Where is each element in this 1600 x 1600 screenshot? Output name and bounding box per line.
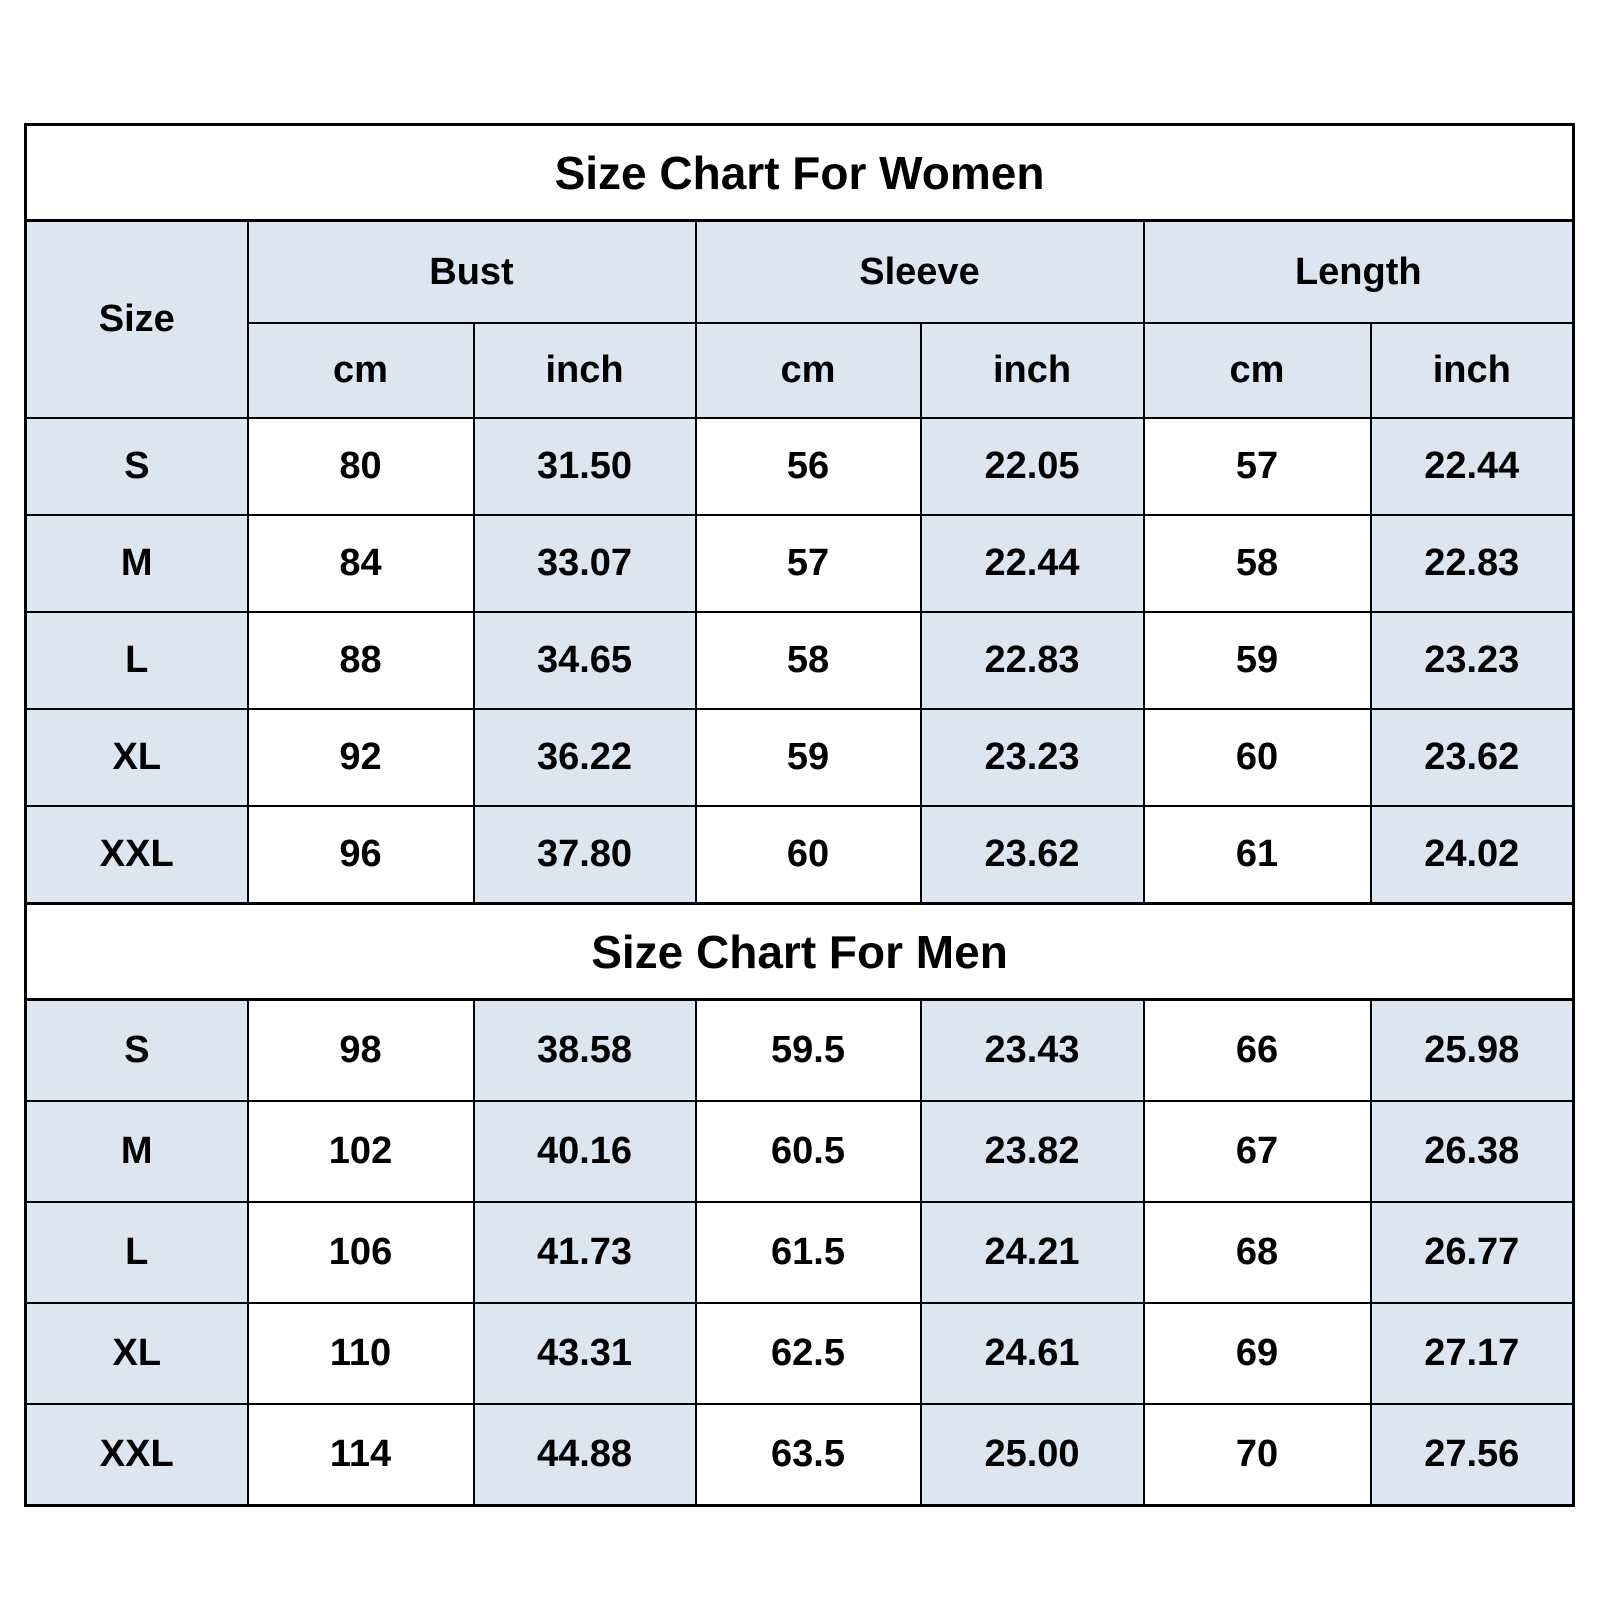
value-cell: 25.00 bbox=[919, 1403, 1145, 1507]
value-cell: 106 bbox=[246, 1201, 475, 1304]
men-data-row: M 102 40.16 60.5 23.82 67 26.38 bbox=[24, 1100, 1575, 1203]
women-data-row: XL 92 36.22 59 23.23 60 23.62 bbox=[24, 708, 1575, 807]
unit-header: inch bbox=[472, 322, 697, 419]
value-cell: 66 bbox=[1142, 998, 1372, 1102]
value-cell: 27.17 bbox=[1369, 1302, 1575, 1405]
value-cell: 37.80 bbox=[472, 805, 697, 905]
measure-group-header: Sleeve bbox=[694, 219, 1145, 324]
value-cell: 92 bbox=[246, 708, 475, 807]
size-column-header: Size bbox=[24, 219, 249, 419]
value-cell: 57 bbox=[694, 514, 922, 613]
value-cell: 58 bbox=[694, 611, 922, 710]
size-cell: XL bbox=[24, 1302, 249, 1405]
value-cell: 70 bbox=[1142, 1403, 1372, 1507]
value-cell: 80 bbox=[246, 417, 475, 516]
women-title-row: Size Chart For Women bbox=[24, 123, 1575, 222]
size-cell: XXL bbox=[24, 805, 249, 905]
value-cell: 22.05 bbox=[919, 417, 1145, 516]
value-cell: 63.5 bbox=[694, 1403, 922, 1507]
value-cell: 22.83 bbox=[919, 611, 1145, 710]
unit-header: cm bbox=[1142, 322, 1372, 419]
value-cell: 67 bbox=[1142, 1100, 1372, 1203]
measure-group-header: Bust bbox=[246, 219, 697, 324]
value-cell: 23.62 bbox=[1369, 708, 1575, 807]
value-cell: 40.16 bbox=[472, 1100, 697, 1203]
value-cell: 34.65 bbox=[472, 611, 697, 710]
value-cell: 60 bbox=[694, 805, 922, 905]
men-chart-title: Size Chart For Men bbox=[24, 902, 1575, 1001]
unit-header: inch bbox=[919, 322, 1145, 419]
value-cell: 110 bbox=[246, 1302, 475, 1405]
value-cell: 23.82 bbox=[919, 1100, 1145, 1203]
value-cell: 60 bbox=[1142, 708, 1372, 807]
value-cell: 58 bbox=[1142, 514, 1372, 613]
group-header-row: Size Bust Sleeve Length bbox=[24, 219, 1575, 419]
value-cell: 56 bbox=[694, 417, 922, 516]
size-cell: M bbox=[24, 1100, 249, 1203]
value-cell: 68 bbox=[1142, 1201, 1372, 1304]
value-cell: 26.38 bbox=[1369, 1100, 1575, 1203]
men-data-row: S 98 38.58 59.5 23.43 66 25.98 bbox=[24, 998, 1575, 1102]
unit-header: inch bbox=[1369, 322, 1575, 419]
size-cell: L bbox=[24, 1201, 249, 1304]
value-cell: 57 bbox=[1142, 417, 1372, 516]
value-cell: 22.44 bbox=[1369, 417, 1575, 516]
value-cell: 84 bbox=[246, 514, 475, 613]
size-cell: L bbox=[24, 611, 249, 710]
value-cell: 61 bbox=[1142, 805, 1372, 905]
value-cell: 27.56 bbox=[1369, 1403, 1575, 1507]
value-cell: 69 bbox=[1142, 1302, 1372, 1405]
value-cell: 24.21 bbox=[919, 1201, 1145, 1304]
women-data-row: L 88 34.65 58 22.83 59 23.23 bbox=[24, 611, 1575, 710]
value-cell: 59.5 bbox=[694, 998, 922, 1102]
value-cell: 23.23 bbox=[1369, 611, 1575, 710]
value-cell: 88 bbox=[246, 611, 475, 710]
value-cell: 23.23 bbox=[919, 708, 1145, 807]
men-data-row: L 106 41.73 61.5 24.21 68 26.77 bbox=[24, 1201, 1575, 1304]
value-cell: 23.43 bbox=[919, 998, 1145, 1102]
value-cell: 41.73 bbox=[472, 1201, 697, 1304]
women-data-row: S 80 31.50 56 22.05 57 22.44 bbox=[24, 417, 1575, 516]
size-cell: XXL bbox=[24, 1403, 249, 1507]
value-cell: 44.88 bbox=[472, 1403, 697, 1507]
women-data-row: M 84 33.07 57 22.44 58 22.83 bbox=[24, 514, 1575, 613]
men-data-row: XL 110 43.31 62.5 24.61 69 27.17 bbox=[24, 1302, 1575, 1405]
measure-group-header: Length bbox=[1142, 219, 1575, 324]
value-cell: 25.98 bbox=[1369, 998, 1575, 1102]
size-cell: S bbox=[24, 998, 249, 1102]
men-data-row: XXL 114 44.88 63.5 25.00 70 27.56 bbox=[24, 1403, 1575, 1507]
value-cell: 23.62 bbox=[919, 805, 1145, 905]
value-cell: 102 bbox=[246, 1100, 475, 1203]
value-cell: 24.61 bbox=[919, 1302, 1145, 1405]
value-cell: 43.31 bbox=[472, 1302, 697, 1405]
men-title-row: Size Chart For Men bbox=[24, 902, 1575, 1001]
size-cell: S bbox=[24, 417, 249, 516]
value-cell: 59 bbox=[1142, 611, 1372, 710]
size-cell: XL bbox=[24, 708, 249, 807]
unit-header: cm bbox=[246, 322, 475, 419]
unit-header: cm bbox=[694, 322, 922, 419]
value-cell: 38.58 bbox=[472, 998, 697, 1102]
value-cell: 24.02 bbox=[1369, 805, 1575, 905]
value-cell: 59 bbox=[694, 708, 922, 807]
value-cell: 36.22 bbox=[472, 708, 697, 807]
size-cell: M bbox=[24, 514, 249, 613]
value-cell: 61.5 bbox=[694, 1201, 922, 1304]
value-cell: 22.44 bbox=[919, 514, 1145, 613]
value-cell: 96 bbox=[246, 805, 475, 905]
value-cell: 114 bbox=[246, 1403, 475, 1507]
value-cell: 33.07 bbox=[472, 514, 697, 613]
value-cell: 60.5 bbox=[694, 1100, 922, 1203]
value-cell: 31.50 bbox=[472, 417, 697, 516]
women-chart-title: Size Chart For Women bbox=[24, 123, 1575, 222]
women-data-row: XXL 96 37.80 60 23.62 61 24.02 bbox=[24, 805, 1575, 905]
size-chart-table: Size Chart For Women Size Bust Sleeve Length… bbox=[24, 123, 1576, 1507]
value-cell: 22.83 bbox=[1369, 514, 1575, 613]
unit-header-row: cm inch cm inch cm inch bbox=[26, 322, 1575, 419]
value-cell: 26.77 bbox=[1369, 1201, 1575, 1304]
value-cell: 62.5 bbox=[694, 1302, 922, 1405]
value-cell: 98 bbox=[246, 998, 475, 1102]
